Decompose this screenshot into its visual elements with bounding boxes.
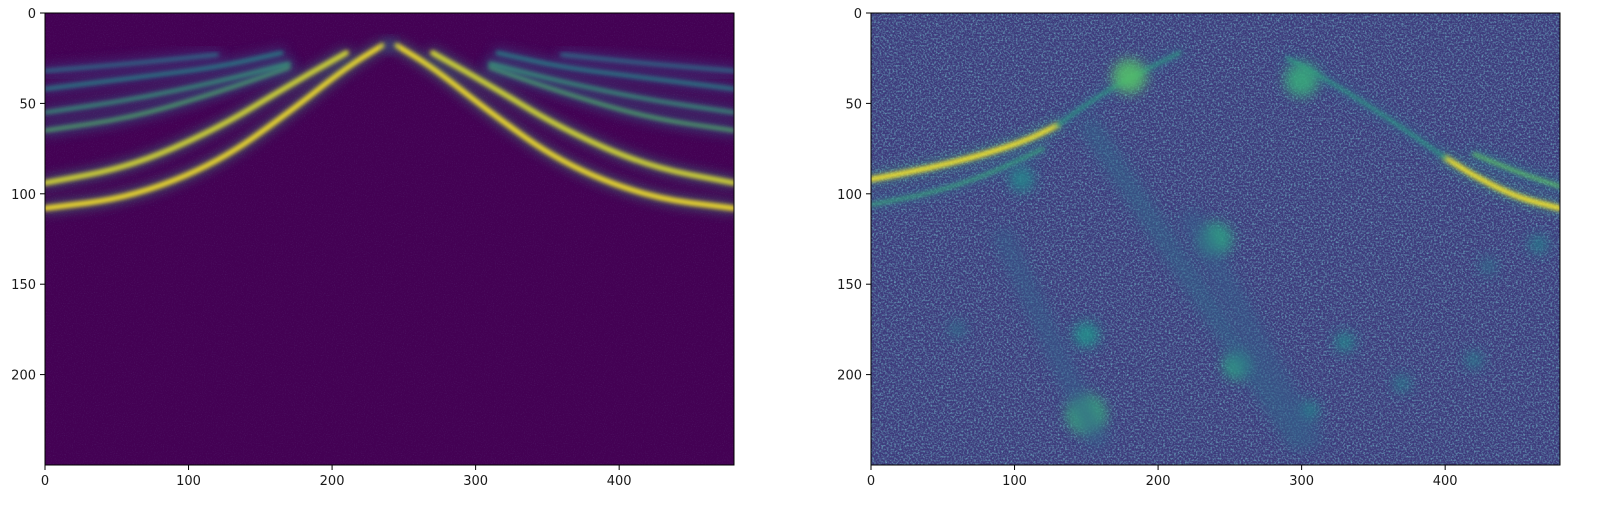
heatmap-curve bbox=[430, 50, 734, 186]
heatmap-blob bbox=[1112, 59, 1147, 94]
left-heatmap-panel: 0 100 200 300 400 0 50 100 150 200 bbox=[11, 7, 735, 489]
x-tick-label: 100 bbox=[176, 474, 201, 489]
heatmap-blob bbox=[1284, 62, 1319, 98]
x-tick-label: 400 bbox=[607, 474, 632, 489]
heatmap-curve bbox=[560, 53, 734, 73]
heatmap-curve bbox=[394, 43, 734, 211]
x-tick-label: 0 bbox=[41, 474, 49, 489]
heatmap-curve bbox=[488, 65, 734, 133]
x-tick-label: 200 bbox=[1146, 474, 1171, 489]
heatmap-curve bbox=[495, 51, 734, 91]
y-tick-label: 0 bbox=[854, 7, 862, 22]
y-tick-label: 0 bbox=[28, 7, 36, 22]
heatmap-curve bbox=[871, 122, 1061, 182]
heatmap-blob bbox=[1393, 375, 1411, 393]
y-tick-label: 100 bbox=[837, 188, 862, 203]
right-heatmap-panel: 0 100 200 300 400 0 50 100 150 200 bbox=[837, 7, 1561, 489]
heatmap-curve bbox=[45, 43, 385, 211]
x-tick-label: 100 bbox=[1002, 474, 1027, 489]
heatmap-blob bbox=[1528, 234, 1549, 255]
heatmap-blob bbox=[1008, 166, 1035, 193]
x-tick-label: 300 bbox=[463, 474, 488, 489]
heatmap-blob bbox=[383, 39, 396, 52]
heatmap-curve bbox=[45, 65, 291, 133]
heatmap-band bbox=[1177, 206, 1326, 453]
x-tick-label: 200 bbox=[320, 474, 345, 489]
heatmap-curve bbox=[45, 53, 219, 73]
y-tick-label: 150 bbox=[11, 278, 36, 293]
y-tick-label: 100 bbox=[11, 188, 36, 203]
heatmap-curve bbox=[45, 62, 291, 114]
heatmap-blob bbox=[1073, 321, 1100, 348]
y-tick-label: 50 bbox=[19, 97, 36, 112]
heatmap-blob bbox=[948, 320, 966, 339]
heatmap-blob bbox=[1479, 257, 1497, 275]
heatmap-curve bbox=[1472, 152, 1560, 189]
x-tick-label: 0 bbox=[867, 474, 875, 489]
heatmap-curve bbox=[488, 62, 734, 114]
axes-frame bbox=[870, 12, 1561, 466]
heatmap-blob bbox=[1465, 351, 1483, 369]
heatmap-band bbox=[990, 225, 1111, 452]
axes-frame bbox=[44, 12, 735, 466]
heatmap-curve bbox=[871, 147, 1045, 207]
y-tick-label: 150 bbox=[837, 278, 862, 293]
heatmap-curve bbox=[1442, 155, 1560, 211]
heatmap-curve bbox=[1056, 51, 1182, 127]
heatmap-curve bbox=[45, 50, 349, 186]
y-tick-label: 200 bbox=[837, 369, 862, 384]
heatmap-noise bbox=[45, 13, 734, 465]
heatmap-curve bbox=[1285, 56, 1447, 160]
x-tick-label: 300 bbox=[1289, 474, 1314, 489]
heatmap-band bbox=[1077, 115, 1311, 453]
heatmap-blob bbox=[1334, 332, 1355, 353]
heatmap-curve bbox=[45, 51, 284, 91]
y-tick-label: 200 bbox=[11, 369, 36, 384]
y-tick-label: 50 bbox=[845, 97, 862, 112]
x-tick-label: 400 bbox=[1433, 474, 1458, 489]
